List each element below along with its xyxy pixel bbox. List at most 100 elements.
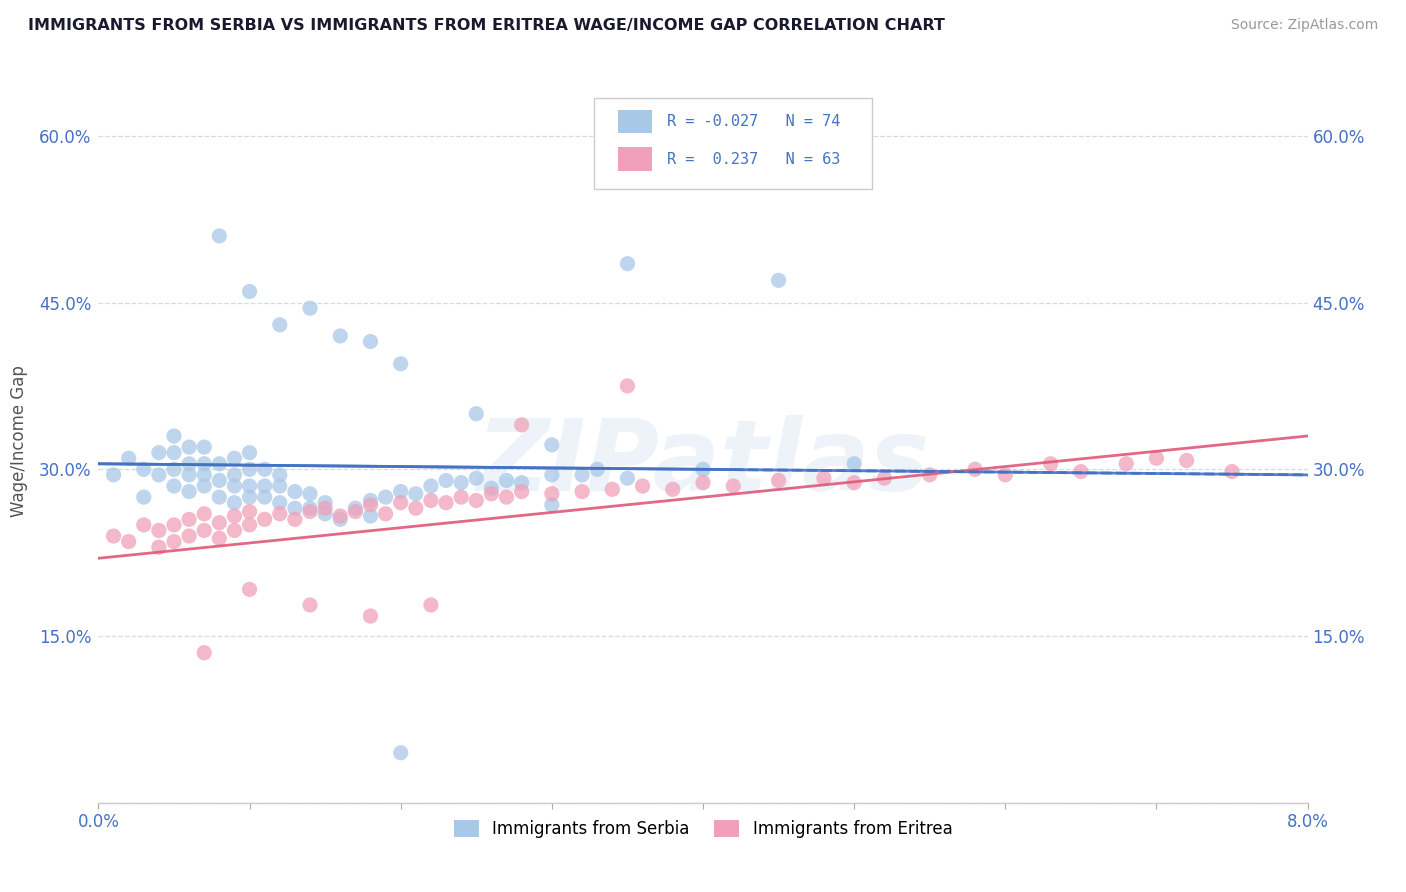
Point <box>360 609 382 624</box>
Point <box>420 598 443 612</box>
Point <box>179 467 201 482</box>
Point <box>224 496 246 510</box>
Point <box>193 524 215 538</box>
Point <box>299 501 322 516</box>
Point <box>269 318 291 332</box>
Point <box>374 490 396 504</box>
Point <box>465 471 488 485</box>
Point <box>208 457 231 471</box>
Point <box>224 467 246 482</box>
Point <box>148 540 170 554</box>
Point <box>661 483 683 497</box>
Point <box>179 512 201 526</box>
Point <box>148 445 170 459</box>
Point <box>495 474 517 488</box>
Y-axis label: Wage/Income Gap: Wage/Income Gap <box>10 366 28 517</box>
Bar <box>619 147 652 170</box>
Point <box>284 512 307 526</box>
Point <box>360 334 382 349</box>
Text: Source: ZipAtlas.com: Source: ZipAtlas.com <box>1230 18 1378 32</box>
Point <box>1175 453 1198 467</box>
Point <box>193 467 215 482</box>
Point <box>253 512 276 526</box>
Text: IMMIGRANTS FROM SERBIA VS IMMIGRANTS FROM ERITREA WAGE/INCOME GAP CORRELATION CH: IMMIGRANTS FROM SERBIA VS IMMIGRANTS FRO… <box>28 18 945 33</box>
Point <box>239 517 262 532</box>
Point <box>374 507 396 521</box>
Point <box>179 529 201 543</box>
Point <box>405 487 427 501</box>
Point <box>768 273 790 287</box>
Point <box>450 490 472 504</box>
Point <box>103 529 125 543</box>
Point <box>314 496 336 510</box>
Point <box>299 598 322 612</box>
Point <box>723 479 745 493</box>
Text: R =  0.237   N = 63: R = 0.237 N = 63 <box>666 152 841 167</box>
Point <box>179 440 201 454</box>
Point <box>163 479 186 493</box>
Point <box>193 479 215 493</box>
Point <box>103 467 125 482</box>
Point <box>239 505 262 519</box>
Point <box>179 484 201 499</box>
Point <box>208 474 231 488</box>
Point <box>465 493 488 508</box>
Point <box>420 479 443 493</box>
Point <box>450 475 472 490</box>
Point <box>224 524 246 538</box>
Point <box>239 582 262 597</box>
Point <box>586 462 609 476</box>
Point <box>844 475 866 490</box>
FancyBboxPatch shape <box>595 98 872 189</box>
Point <box>132 490 155 504</box>
Point <box>163 534 186 549</box>
Point <box>193 646 215 660</box>
Point <box>540 438 562 452</box>
Point <box>540 487 562 501</box>
Point <box>239 462 262 476</box>
Point <box>239 490 262 504</box>
Point <box>284 484 307 499</box>
Point <box>768 474 790 488</box>
Point <box>389 746 412 760</box>
Point <box>163 429 186 443</box>
Point <box>314 501 336 516</box>
Point <box>360 493 382 508</box>
Point <box>239 285 262 299</box>
Point <box>965 462 987 476</box>
Point <box>253 462 276 476</box>
Point <box>481 487 503 501</box>
Point <box>495 490 517 504</box>
Point <box>299 505 322 519</box>
Point <box>163 462 186 476</box>
Point <box>253 479 276 493</box>
Point <box>329 512 352 526</box>
Point <box>239 445 262 459</box>
Point <box>224 479 246 493</box>
Point <box>314 507 336 521</box>
Point <box>132 517 155 532</box>
Point <box>179 457 201 471</box>
Point <box>269 479 291 493</box>
Point <box>873 471 896 485</box>
Point <box>269 496 291 510</box>
Point <box>616 257 638 271</box>
Point <box>163 517 186 532</box>
Point <box>692 462 714 476</box>
Point <box>269 507 291 521</box>
Point <box>389 484 412 499</box>
Point <box>208 516 231 530</box>
Point <box>163 445 186 459</box>
Point <box>481 481 503 495</box>
Point <box>602 483 624 497</box>
Point <box>994 467 1017 482</box>
Point <box>344 505 367 519</box>
Point <box>208 228 231 243</box>
Text: R = -0.027   N = 74: R = -0.027 N = 74 <box>666 114 841 129</box>
Legend: Immigrants from Serbia, Immigrants from Eritrea: Immigrants from Serbia, Immigrants from … <box>447 814 959 845</box>
Point <box>510 417 533 432</box>
Point <box>844 140 866 154</box>
Point <box>118 534 141 549</box>
Point <box>631 479 654 493</box>
Point <box>193 457 215 471</box>
